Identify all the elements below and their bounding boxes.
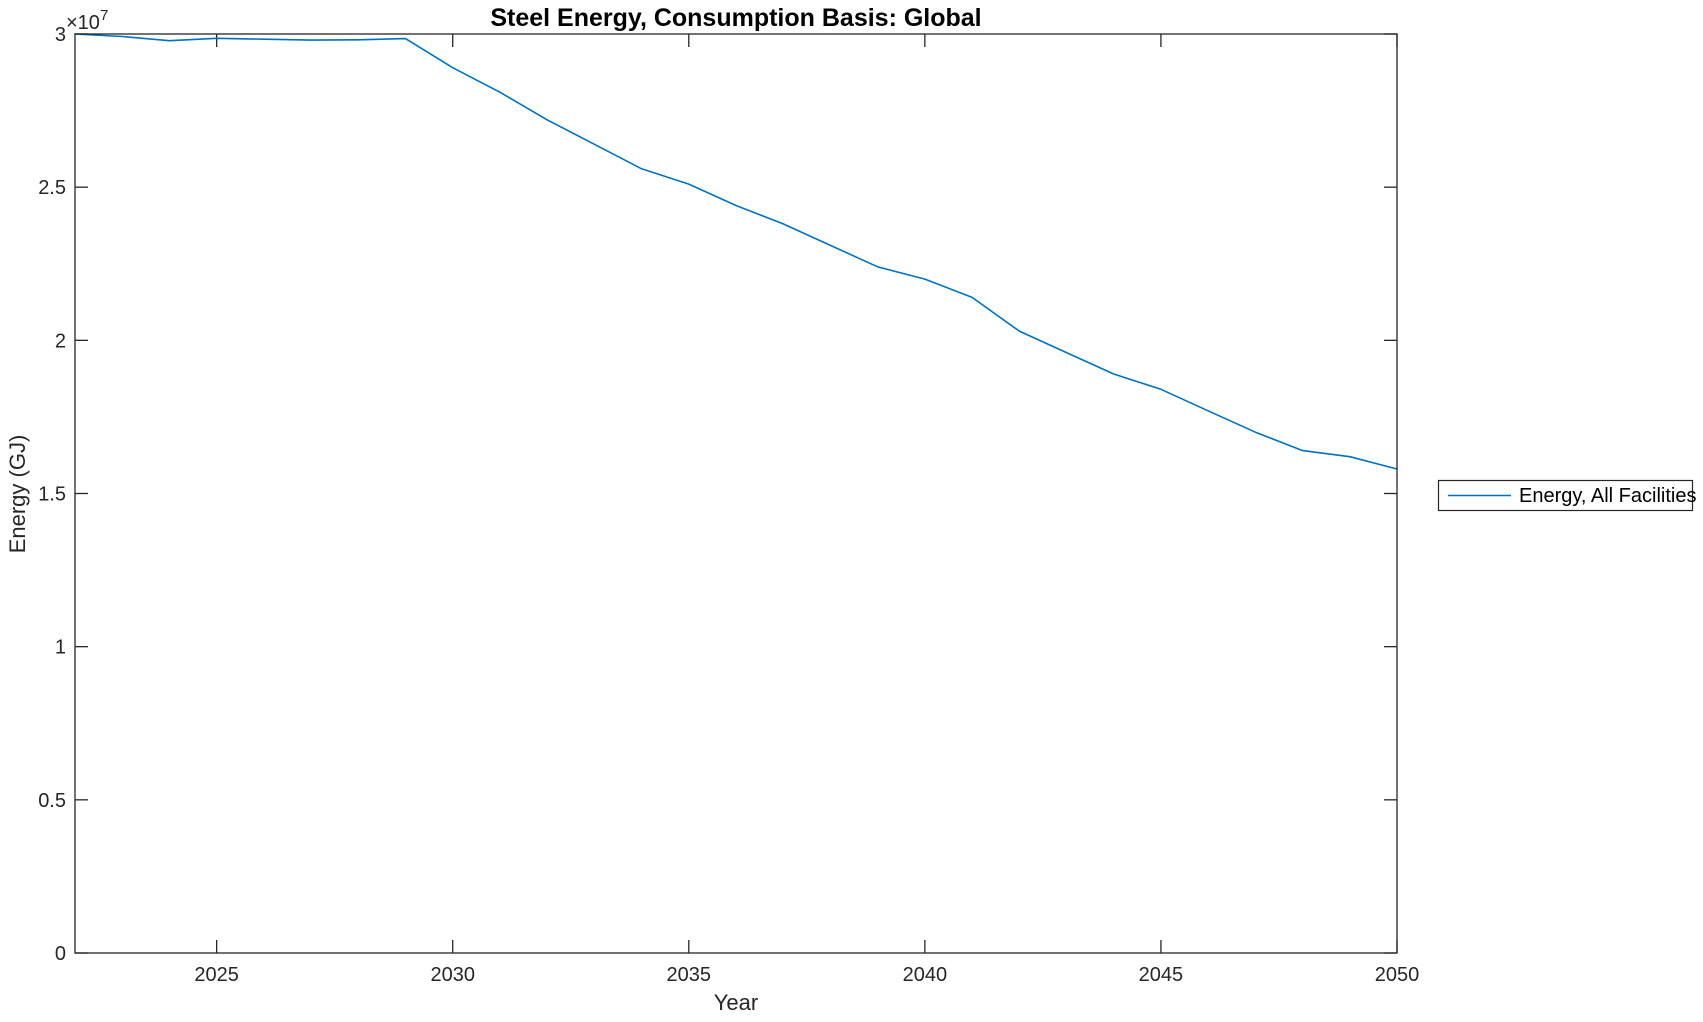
y-tick-label: 2 <box>55 330 66 352</box>
plot-border <box>74 33 1398 954</box>
y-tick-label: 3 <box>55 24 66 46</box>
legend-entry-label: Energy, All Facilities <box>1519 485 1696 507</box>
y-axis-offset-text: ×107 <box>66 7 108 34</box>
x-tick-label: 2045 <box>1139 964 1184 986</box>
axis-tick-labels: 2025 2030 2035 2040 2045 2050 0 0.5 1 1.5 2 2.5 3 <box>38 24 1419 986</box>
y-axis-label: Energy (GJ) <box>5 435 30 554</box>
x-tick-label: 2035 <box>667 964 712 986</box>
series-line-energy-all-facilities <box>74 33 1398 470</box>
plot-area <box>75 34 1397 953</box>
x-tick-label: 2030 <box>430 964 475 986</box>
y-tick-label: 1.5 <box>38 484 66 506</box>
y-tick-label: 2.5 <box>38 177 66 199</box>
y-tick-label: 1 <box>55 637 66 659</box>
x-tick-label: 2040 <box>903 964 948 986</box>
legend: Energy, All Facilities <box>1437 479 1696 512</box>
y-tick-label: 0 <box>55 943 66 965</box>
x-axis-label: Year <box>714 990 758 1015</box>
y-tick-label: 0.5 <box>38 790 66 812</box>
x-tick-label: 2025 <box>194 964 239 986</box>
chart-title: Steel Energy, Consumption Basis: Global <box>490 4 981 32</box>
x-tick-label: 2050 <box>1375 964 1420 986</box>
